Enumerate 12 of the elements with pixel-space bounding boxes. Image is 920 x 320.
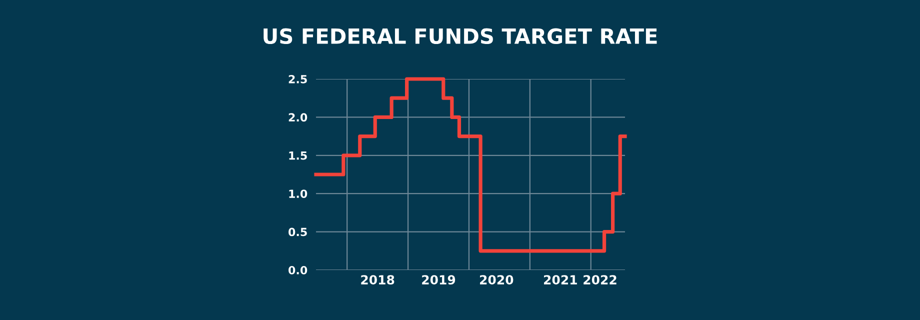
x-tick-label: 2019	[422, 275, 456, 285]
y-tick-label: 2.5	[288, 74, 307, 84]
x-tick-label: 2021	[544, 275, 577, 285]
y-tick-label: 1.5	[289, 152, 307, 160]
x-tick-label: 2022	[584, 275, 616, 285]
x-tick-label: 2020	[480, 275, 514, 285]
y-tick-label: 2.0	[288, 113, 308, 122]
chart-title: US FEDERAL FUNDS TARGET RATE	[264, 28, 657, 44]
y-tick-label: 0.0	[288, 266, 308, 274]
y-tick-label: 0.5	[288, 228, 307, 236]
y-tick-label: 1.0	[289, 190, 308, 198]
x-tick-label: 2018	[361, 275, 394, 285]
